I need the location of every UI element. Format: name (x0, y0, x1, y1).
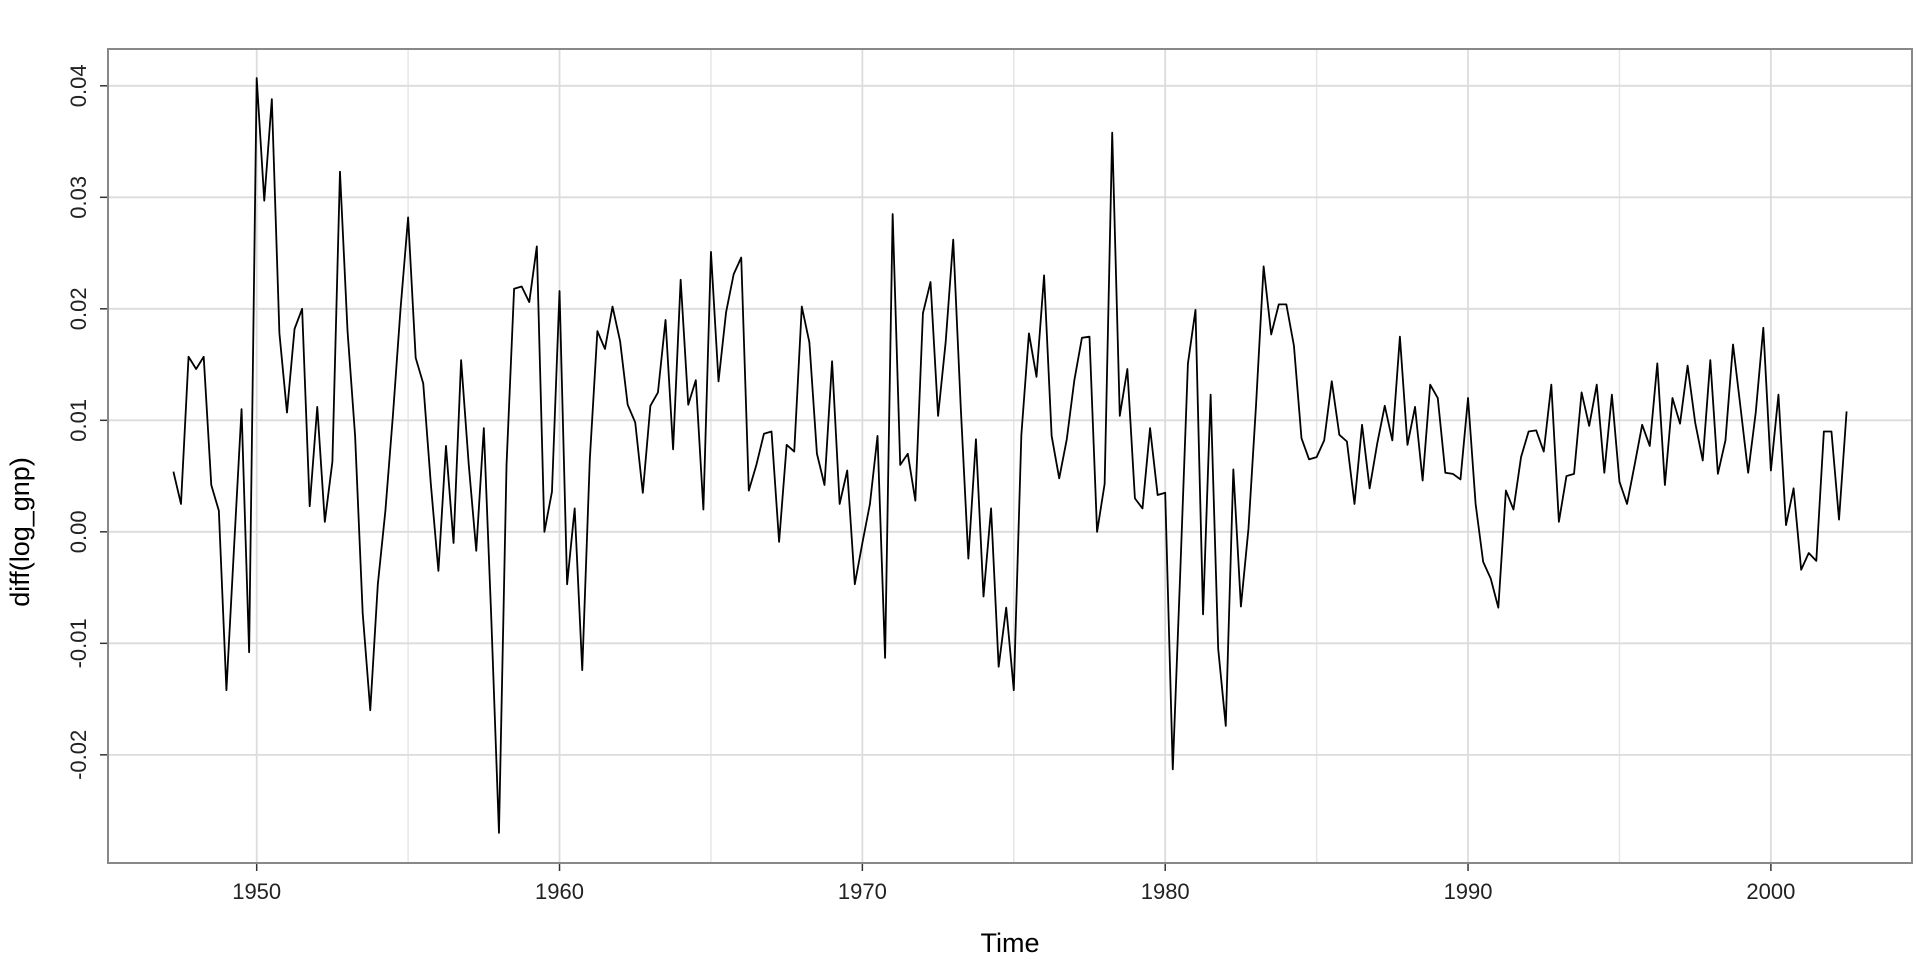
y-tick-label: -0.02 (66, 730, 91, 780)
y-tick-label: 0.04 (66, 64, 91, 107)
x-tick-label: 1980 (1141, 879, 1190, 904)
x-axis-title: Time (981, 928, 1040, 958)
x-tick-label: 2000 (1746, 879, 1795, 904)
x-tick-label: 1990 (1444, 879, 1493, 904)
plot-border (107, 48, 1913, 864)
x-tick-label: 1950 (232, 879, 281, 904)
y-axis-title: diff(log_gnp) (5, 457, 35, 607)
y-tick-label: 0.01 (66, 399, 91, 442)
x-tick-label: 1970 (838, 879, 887, 904)
y-tick-label: -0.01 (66, 618, 91, 668)
y-tick-label: 0.00 (66, 510, 91, 553)
x-tick-label: 1960 (535, 879, 584, 904)
y-tick-label: 0.03 (66, 176, 91, 219)
y-tick-label: 0.02 (66, 287, 91, 330)
data-line (172, 77, 1848, 834)
